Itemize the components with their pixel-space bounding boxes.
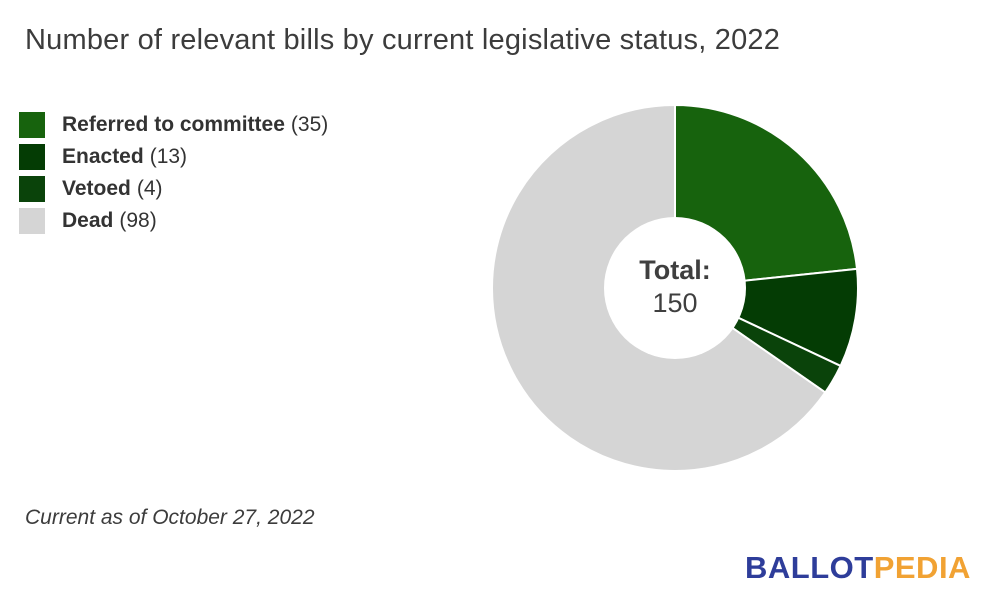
legend-item-referred: Referred to committee (35) xyxy=(19,112,328,138)
donut-hole xyxy=(604,217,746,359)
legend-swatch-dead xyxy=(19,208,45,234)
legend-count: (4) xyxy=(136,177,163,200)
legend-label: Vetoed xyxy=(62,177,131,200)
legend-label: Referred to committee xyxy=(62,113,285,136)
donut-total-label: Total: xyxy=(639,255,711,285)
footnote: Current as of October 27, 2022 xyxy=(25,506,315,529)
legend-swatch-referred xyxy=(19,112,45,138)
legend-count: (35) xyxy=(290,113,329,136)
legend-item-enacted: Enacted (13) xyxy=(19,144,328,170)
legend-swatch-enacted xyxy=(19,144,45,170)
donut-center-text: Total: 150 xyxy=(545,254,805,320)
donut-chart xyxy=(491,104,859,472)
logo-ballot: BALLOT xyxy=(745,550,874,585)
donut-total-value: 150 xyxy=(652,288,698,318)
legend-label: Enacted xyxy=(62,145,144,168)
ballotpedia-logo: BALLOTPEDIA xyxy=(745,550,971,586)
legend-item-dead: Dead (98) xyxy=(19,208,328,234)
legend-swatch-vetoed xyxy=(19,176,45,202)
legend-count: (98) xyxy=(119,209,157,232)
legend-item-vetoed: Vetoed (4) xyxy=(19,176,328,202)
logo-pedia: PEDIA xyxy=(873,550,971,585)
legend: Referred to committee (35) Enacted (13) Ve… xyxy=(19,112,328,240)
chart-title: Number of relevant bills by current legi… xyxy=(25,24,781,56)
legend-count: (13) xyxy=(149,145,188,168)
legend-label: Dead xyxy=(62,209,114,232)
